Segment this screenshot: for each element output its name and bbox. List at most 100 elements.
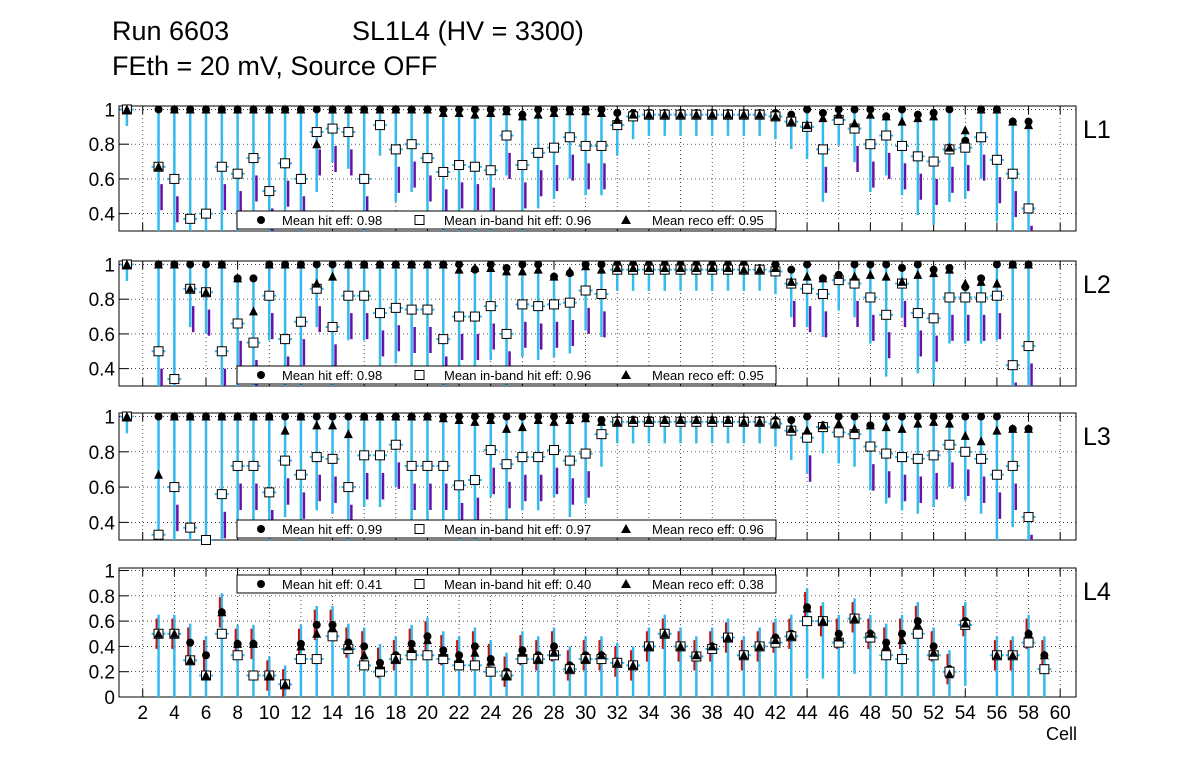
x-tick-label: 12 <box>290 703 311 724</box>
inband-marker <box>1007 460 1018 471</box>
reco-marker <box>565 106 575 116</box>
inband-marker <box>517 299 528 310</box>
reco-marker <box>865 628 875 638</box>
inband-marker <box>390 302 401 313</box>
reco-marker <box>944 418 954 428</box>
inband-marker <box>517 160 528 171</box>
reco-marker <box>913 113 923 123</box>
x-tick-label: 46 <box>828 703 849 724</box>
data-point <box>610 642 625 697</box>
inband-marker <box>311 654 322 665</box>
hit-marker <box>455 260 464 269</box>
inband-marker <box>865 139 876 150</box>
data-point <box>119 411 134 434</box>
hit-marker <box>977 412 986 421</box>
data-point <box>673 260 688 291</box>
inband-marker <box>280 158 291 169</box>
inband-marker <box>549 142 559 153</box>
reco-marker <box>770 111 780 121</box>
reco-marker <box>391 411 401 421</box>
data-point <box>847 260 862 327</box>
inband-marker <box>406 460 417 471</box>
inband-marker <box>438 334 449 345</box>
reco-marker <box>612 262 622 272</box>
x-tick-label: 34 <box>638 703 660 724</box>
reco-marker <box>280 259 290 269</box>
reco-marker <box>628 262 638 272</box>
hit-marker <box>787 265 796 274</box>
inband-marker <box>295 316 306 327</box>
hit-marker <box>834 412 843 421</box>
data-point <box>404 624 419 697</box>
reco-marker <box>422 411 432 421</box>
reco-marker <box>312 139 322 149</box>
inband-marker <box>311 452 322 463</box>
reco-marker <box>280 425 290 435</box>
data-point <box>594 636 609 697</box>
reco-marker <box>723 415 733 425</box>
reco-marker <box>581 261 591 271</box>
inband-marker <box>201 208 211 219</box>
reco-marker <box>233 638 243 648</box>
reco-marker <box>122 104 132 114</box>
reco-marker <box>264 411 274 421</box>
reco-marker <box>217 259 227 269</box>
reco-marker <box>312 278 322 288</box>
inband-marker <box>359 173 370 184</box>
reco-marker <box>913 619 923 629</box>
panel-frame <box>118 567 1077 698</box>
hit-marker <box>154 412 163 421</box>
hit-marker <box>898 412 906 421</box>
x-tick-label: 38 <box>702 703 723 724</box>
data-point <box>214 411 229 540</box>
inband-marker <box>881 448 892 459</box>
data-point <box>626 646 641 697</box>
reco-marker <box>154 628 164 638</box>
data-point <box>721 618 735 697</box>
reco-marker <box>502 670 512 680</box>
data-point <box>736 636 751 697</box>
inband-marker <box>232 460 243 471</box>
inband-marker <box>359 450 370 461</box>
hit-marker <box>803 260 812 269</box>
data-point <box>341 104 356 176</box>
inband-marker <box>1007 168 1018 179</box>
hit-marker <box>470 105 479 114</box>
inband-marker <box>881 309 892 320</box>
inband-marker <box>991 469 1002 480</box>
inband-marker <box>343 290 354 301</box>
x-axis-title: Cell <box>1046 724 1077 744</box>
reco-marker <box>960 430 970 440</box>
reco-marker <box>881 422 891 432</box>
reco-marker <box>850 613 860 623</box>
reco-marker <box>865 109 875 119</box>
data-point <box>467 627 482 697</box>
reco-marker <box>1008 116 1018 126</box>
reco-marker <box>359 650 369 660</box>
reco-marker <box>470 416 480 426</box>
reco-marker <box>565 415 575 425</box>
data-point <box>689 636 704 697</box>
legend-box <box>236 365 777 385</box>
data-point <box>910 602 925 697</box>
y-tick-label: 1 <box>104 255 115 276</box>
reco-marker <box>517 266 527 276</box>
inband-marker <box>216 489 227 500</box>
hit-marker <box>249 274 258 283</box>
hit-marker <box>202 260 210 269</box>
x-tick-label: 58 <box>1018 703 1039 724</box>
inband-marker <box>549 299 559 310</box>
data-point <box>531 260 546 361</box>
data-point <box>942 650 957 697</box>
reco-marker <box>976 276 986 286</box>
reco-marker <box>359 259 369 269</box>
data-point <box>657 614 672 697</box>
reco-marker <box>786 116 796 126</box>
inband-marker <box>185 213 196 224</box>
hit-marker <box>186 260 195 269</box>
reco-marker <box>533 264 543 274</box>
reco-marker <box>201 287 211 297</box>
y-tick-label: 0.6 <box>89 170 115 191</box>
layer-label: L2 <box>1083 271 1111 299</box>
data-point <box>721 108 735 136</box>
